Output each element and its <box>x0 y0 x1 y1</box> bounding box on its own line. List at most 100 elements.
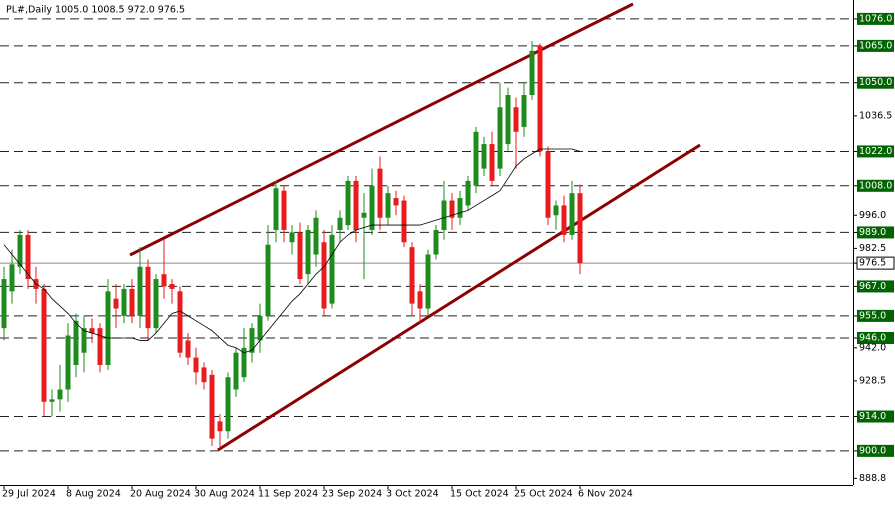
candle-body <box>313 217 319 255</box>
candle-body <box>297 232 303 280</box>
candle-body <box>377 168 383 218</box>
level-label-box <box>857 444 894 457</box>
candle-body <box>81 328 87 353</box>
candle-body <box>425 254 431 309</box>
x-tick-label: 23 Sep 2024 <box>322 489 382 500</box>
candle-body <box>249 328 255 353</box>
x-tick-label: 6 Nov 2024 <box>578 489 633 500</box>
y-tick-label: 1065.0 <box>859 40 892 51</box>
candle-body <box>545 151 551 218</box>
candle-body <box>169 283 175 289</box>
candle-body <box>17 234 23 267</box>
level-label-box <box>857 331 894 344</box>
current-price-box <box>856 256 895 270</box>
y-tick-label: 989.0 <box>859 227 886 238</box>
candle-body <box>273 188 279 230</box>
y-tick-label: 1022.0 <box>859 146 892 157</box>
candle-body <box>65 335 71 390</box>
candle-body <box>121 288 127 316</box>
candle-body <box>209 374 215 439</box>
candle-body <box>361 212 367 218</box>
candle-body <box>185 340 191 358</box>
level-label-box <box>857 12 894 25</box>
y-tick-label: 946.0 <box>859 332 886 343</box>
candle-body <box>497 107 503 169</box>
candle-body <box>217 421 223 432</box>
candle-body <box>225 377 231 432</box>
candle-body <box>97 328 103 365</box>
candle-body <box>489 144 495 181</box>
candle-body <box>481 144 487 169</box>
candle-body <box>553 205 559 216</box>
level-label-box <box>857 226 894 239</box>
y-tick-label: 942.0 <box>859 342 886 353</box>
y-tick-label: 914.0 <box>859 411 886 422</box>
y-tick-label: 1008.0 <box>859 180 892 191</box>
candle-body <box>505 94 511 145</box>
candle-body <box>305 229 311 275</box>
candle-body <box>401 200 407 243</box>
candle-body <box>329 234 335 304</box>
level-label-box <box>857 179 894 192</box>
candle-body <box>153 279 159 329</box>
candle-body <box>561 205 567 235</box>
candle-body <box>89 328 95 334</box>
candle-body <box>569 193 575 235</box>
chart-title: PL#,Daily 1005.0 1008.5 972.0 976.5 <box>6 5 185 16</box>
y-tick-label: 982.5 <box>859 243 886 254</box>
x-tick-label: 15 Oct 2024 <box>450 489 509 500</box>
x-tick-label: 25 Oct 2024 <box>514 489 573 500</box>
candle-body <box>233 352 239 390</box>
y-tick-label: 967.0 <box>859 281 886 292</box>
candle-body <box>257 315 263 341</box>
x-tick-label: 20 Aug 2024 <box>130 489 191 500</box>
level-label-box <box>857 410 894 423</box>
y-tick-label: 1036.5 <box>859 110 892 121</box>
level-label-box <box>857 145 894 158</box>
x-tick-label: 29 Jul 2024 <box>2 489 56 500</box>
y-tick-label: 928.5 <box>859 375 886 386</box>
level-label-box <box>857 39 894 52</box>
candle-body <box>137 266 143 316</box>
y-tick-label: 996.0 <box>859 210 886 221</box>
candle-body <box>9 264 15 292</box>
y-tick-label: 976.5 <box>859 258 886 269</box>
candle-body <box>537 45 543 152</box>
level-label-box <box>857 76 894 89</box>
candle-body <box>465 180 471 206</box>
trend-line <box>129 2 634 257</box>
x-tick-label: 11 Sep 2024 <box>258 489 318 500</box>
candle-body <box>289 232 295 243</box>
candle-body <box>241 347 247 378</box>
candle-body <box>321 242 327 309</box>
candle-body <box>73 320 79 365</box>
candle-body <box>385 193 391 218</box>
candle-body <box>177 291 183 353</box>
candle-body <box>41 288 47 402</box>
candle-body <box>1 279 7 329</box>
level-label-box <box>857 309 894 322</box>
y-tick-label: 1050.0 <box>859 77 892 88</box>
candle-body <box>113 298 119 309</box>
candle-body <box>433 229 439 255</box>
y-tick-label: 888.8 <box>859 473 886 484</box>
candle-body <box>57 389 63 400</box>
candle-body <box>265 244 271 316</box>
x-tick-label: 3 Oct 2024 <box>386 489 439 500</box>
candle-body <box>129 288 135 316</box>
candle-body <box>513 107 519 132</box>
candle-body <box>105 291 111 365</box>
candle-body <box>49 399 55 402</box>
y-tick-label: 1076.0 <box>859 13 892 24</box>
candle-body <box>193 357 199 373</box>
candle-body <box>409 247 415 304</box>
candle-body <box>161 274 167 287</box>
candle-body <box>473 131 479 186</box>
candle-body <box>417 291 423 309</box>
candle-body <box>201 367 207 383</box>
candle-body <box>457 198 463 218</box>
candle-body <box>25 234 31 280</box>
candle-body <box>441 200 447 230</box>
candle-body <box>449 200 455 218</box>
